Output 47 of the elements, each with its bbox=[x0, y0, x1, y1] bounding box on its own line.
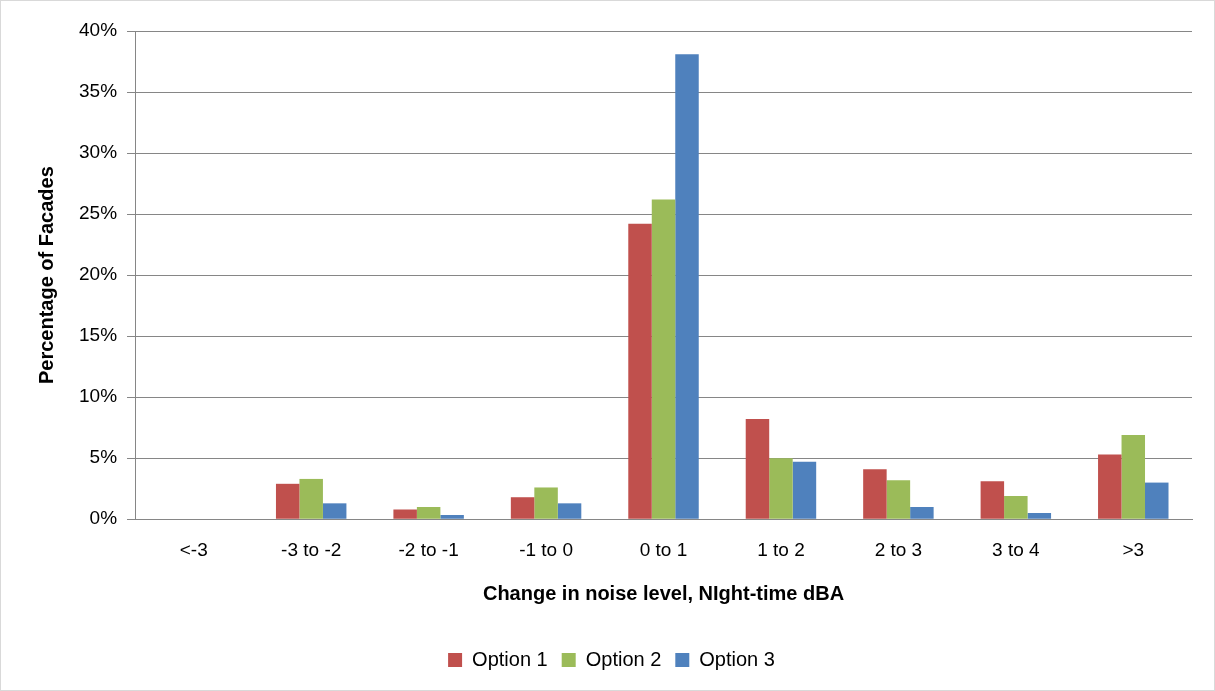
bar bbox=[1027, 513, 1052, 519]
bar bbox=[440, 514, 464, 519]
bar bbox=[886, 480, 911, 519]
y-tick-label: 35% bbox=[79, 80, 118, 102]
x-tick-label: 3 to 4 bbox=[992, 538, 1041, 560]
bar bbox=[980, 481, 1005, 519]
y-tick-label: 40% bbox=[79, 19, 118, 41]
bar bbox=[1004, 496, 1028, 519]
bar bbox=[510, 497, 535, 519]
bar bbox=[1145, 482, 1169, 519]
legend-label: Option 3 bbox=[699, 647, 775, 670]
bar bbox=[792, 461, 817, 519]
bar bbox=[416, 507, 441, 519]
x-tick-label: -3 to -2 bbox=[281, 538, 342, 560]
legend-label: Option 2 bbox=[585, 647, 662, 670]
bar bbox=[393, 509, 417, 519]
x-axis-title: Change in noise level, NIght-time dBA bbox=[482, 581, 845, 604]
bar bbox=[769, 458, 793, 519]
bar bbox=[745, 419, 770, 519]
x-tick-label: 2 to 3 bbox=[874, 538, 923, 560]
x-tick-label: -1 to 0 bbox=[519, 538, 574, 560]
y-tick-label: 5% bbox=[89, 446, 118, 468]
x-tick-label: -2 to -1 bbox=[398, 538, 459, 560]
y-axis-title: Percentage of Facades bbox=[34, 166, 57, 385]
y-tick-label: 30% bbox=[79, 141, 118, 163]
x-tick-label: 1 to 2 bbox=[757, 538, 805, 560]
y-tick-label: 20% bbox=[79, 263, 118, 285]
bar bbox=[557, 503, 582, 519]
x-tick-label: <-3 bbox=[179, 538, 208, 560]
y-tick-label: 0% bbox=[89, 507, 118, 529]
legend-label: Option 1 bbox=[472, 647, 548, 670]
bar bbox=[1121, 434, 1146, 519]
bar bbox=[534, 487, 558, 519]
x-tick-label: >3 bbox=[1122, 538, 1145, 560]
y-tick-label: 25% bbox=[79, 202, 118, 224]
bar bbox=[628, 223, 652, 519]
y-tick-label: 15% bbox=[79, 324, 118, 346]
x-tick-label: 0 to 1 bbox=[639, 538, 688, 560]
bar bbox=[322, 503, 347, 519]
bar bbox=[299, 478, 323, 519]
y-tick-label: 10% bbox=[79, 385, 118, 407]
bar bbox=[910, 507, 934, 519]
bar bbox=[1098, 454, 1122, 519]
bar bbox=[675, 54, 699, 519]
bar bbox=[275, 483, 300, 519]
bar bbox=[863, 469, 887, 519]
bar bbox=[651, 199, 676, 519]
